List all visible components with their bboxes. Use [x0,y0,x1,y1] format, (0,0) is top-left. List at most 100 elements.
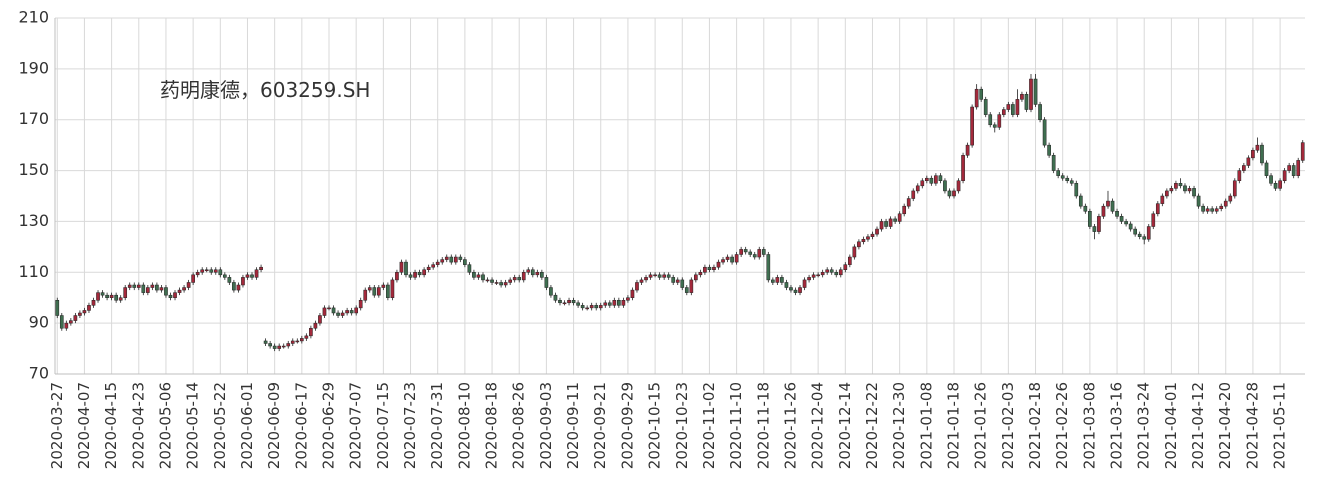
x-tick-label: 2020-05-22 [211,382,229,469]
x-tick-label: 2021-04-20 [1216,382,1234,469]
candle-body [703,266,707,273]
candle-body [848,256,852,265]
candle-body [666,274,671,278]
candle-body [490,279,494,283]
candle-body [376,287,381,296]
annotation: 药明康德，603259.SH [160,78,370,102]
candle-body [689,279,694,293]
candle-body [644,277,648,281]
x-tick-label: 2021-03-16 [1108,382,1126,469]
candle-body [1196,195,1201,207]
candle-body [485,279,490,282]
candle-body [694,274,698,281]
candle-body [617,300,621,306]
candle-body [680,279,685,288]
candle-body [213,269,218,273]
candle-body [974,88,979,108]
x-tick-label: 2020-08-10 [455,382,473,469]
candle-body [426,266,431,270]
candle-body [1069,180,1074,184]
candle-body [463,259,467,265]
candle-body [766,254,771,281]
candle-body [716,261,721,268]
candle-body [598,305,603,309]
candle-body [449,256,454,263]
candle-body [440,259,445,263]
x-tick-label: 2021-01-18 [945,382,963,469]
x-tick-label: 2021-04-01 [1162,382,1180,469]
candle-body [250,274,254,278]
candle-body [1074,183,1079,197]
candle-body [798,287,802,293]
candle-body [295,340,300,343]
candle-body [952,190,956,197]
candle-body [1214,208,1219,212]
candle-body [1282,170,1287,181]
candle-body [879,221,884,230]
candle-body [481,274,485,281]
candle-body [1187,188,1192,192]
candle-body [635,282,639,291]
candle-body [888,218,893,227]
candle-body [571,300,576,304]
candle-body [132,284,137,288]
candle-body [1029,78,1033,110]
candle-body [752,254,757,258]
candle-body [861,238,866,243]
y-tick-label: 190 [18,58,49,77]
candle-body [245,274,250,278]
candle-body [707,266,712,270]
candle-body [997,114,1002,128]
candle-body [286,343,291,347]
candle-body [743,249,748,253]
candle-body [1278,180,1282,189]
candle-body [1169,188,1174,192]
candle-body [1001,109,1006,115]
candle-body [725,256,730,260]
candle-body [204,269,209,271]
candle-body [902,205,907,215]
candle-body [540,272,544,278]
candle-body [91,300,96,306]
candle-body [884,221,888,227]
candle-body [915,185,920,192]
candle-body [825,269,830,273]
candle-body [195,272,200,276]
candle-body [1015,99,1020,115]
candle-body [983,99,988,115]
plot: 70 90 110 130 150 170 190 210 2020-03-27 2020-04-… [18,8,1305,469]
x-tick-label: 2021-03-08 [1080,382,1098,469]
x-tick-label: 2020-09-03 [537,382,555,469]
x-tick-label: 2020-03-27 [48,382,66,469]
candle-body [1210,208,1214,212]
candle-body [816,274,820,277]
candle-body [1201,205,1205,212]
candle-body [775,277,780,283]
candle-body [254,269,259,278]
candle-body [259,266,263,270]
candle-body [843,264,848,270]
candle-body [1151,213,1156,227]
candle-body [159,287,164,291]
x-tick-label: 2020-05-14 [184,382,202,469]
candle-body [1092,226,1097,232]
candle-body [1296,160,1301,176]
candle-body [544,277,549,288]
candle-body [1219,205,1224,209]
candle-body [1264,162,1269,176]
x-tick-label: 2020-06-01 [238,382,256,469]
candle-body [114,294,118,301]
candle-body [739,249,743,255]
candle-body [757,249,762,258]
candle-body [431,264,436,268]
candle-body [684,287,689,293]
candle-body [576,302,580,306]
candle-body [331,307,336,314]
candle-body [1110,200,1115,212]
candle-body [567,300,571,304]
candle-body [241,277,245,286]
candle-body [499,282,503,286]
candle-body [467,264,472,273]
x-tick-label: 2020-11-10 [727,382,745,469]
